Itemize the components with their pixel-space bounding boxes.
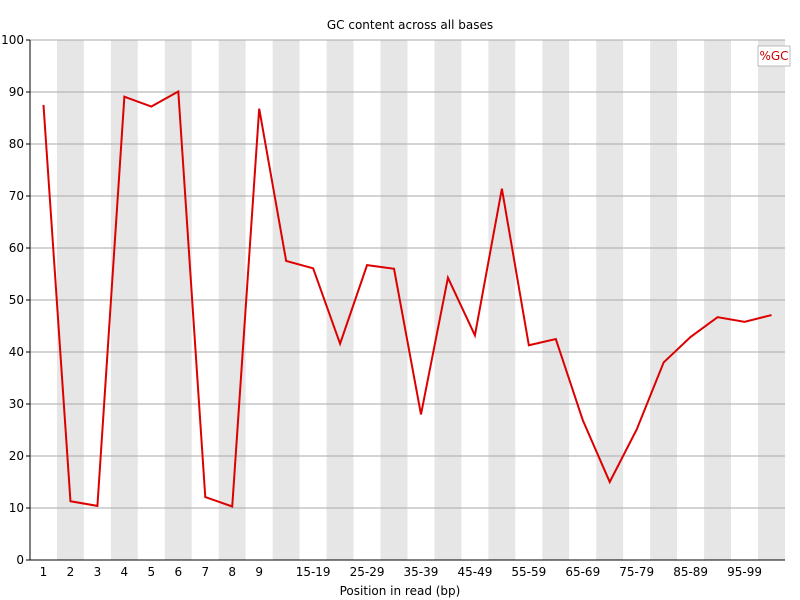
y-tick-label: 10 <box>9 501 24 515</box>
y-tick-label: 20 <box>9 449 24 463</box>
x-tick-label: 1 <box>40 565 48 579</box>
x-tick-label: 85-89 <box>673 565 708 579</box>
x-tick-label: 95-99 <box>727 565 762 579</box>
y-tick-label: 100 <box>1 33 24 47</box>
series-group <box>42 89 772 508</box>
x-tick-label: 3 <box>94 565 102 579</box>
x-tick-label: 45-49 <box>457 565 492 579</box>
x-tick-label: 25-29 <box>350 565 385 579</box>
x-tick-label: 2 <box>67 565 75 579</box>
x-tick-label: 65-69 <box>565 565 600 579</box>
y-tick-label: 30 <box>9 397 24 411</box>
x-axis-label: Position in read (bp) <box>340 584 461 598</box>
x-tick-label: 8 <box>228 565 236 579</box>
x-tick-label: 75-79 <box>619 565 654 579</box>
legend: %GC <box>757 45 791 67</box>
y-tick-label: 0 <box>16 553 24 567</box>
y-tick-label: 40 <box>9 345 24 359</box>
series-line-gc <box>42 89 772 508</box>
x-tick-label: 7 <box>201 565 209 579</box>
y-tick-label: 90 <box>9 85 24 99</box>
y-tick-label: 60 <box>9 241 24 255</box>
y-tick-label: 80 <box>9 137 24 151</box>
y-tick-label: 50 <box>9 293 24 307</box>
y-tick-label: 70 <box>9 189 24 203</box>
x-tick-label: 5 <box>148 565 156 579</box>
x-axis-ticks: 1 2 3 4 5 6 7 8 9 15-19 25-29 35-39 45-49 55-59 65-69 7… <box>40 565 762 579</box>
x-tick-label: 4 <box>121 565 129 579</box>
chart-title: GC content across all bases <box>327 18 493 32</box>
x-tick-label: 9 <box>255 565 263 579</box>
x-tick-label: 15-19 <box>296 565 331 579</box>
x-tick-label: 35-39 <box>404 565 439 579</box>
x-tick-label: 55-59 <box>511 565 546 579</box>
x-tick-label: 6 <box>174 565 182 579</box>
legend-box <box>757 45 791 67</box>
y-axis-ticks: 0 10 20 30 40 50 60 70 80 90 100 <box>1 33 30 567</box>
legend-entry-gc: %GC <box>759 49 788 63</box>
